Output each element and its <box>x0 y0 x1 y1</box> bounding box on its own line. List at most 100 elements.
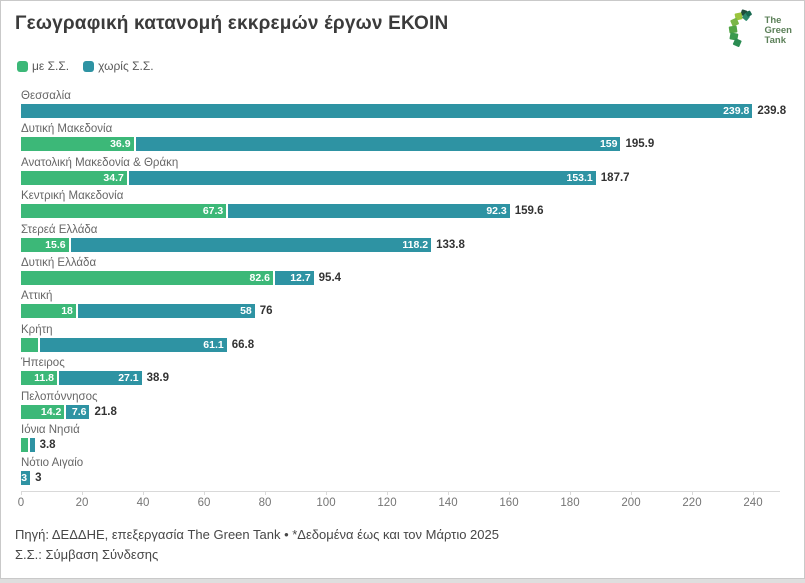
axis-tick-label: 0 <box>17 496 25 509</box>
axis-tick-label: 160 <box>499 496 519 509</box>
total-label: 239.8 <box>757 105 787 117</box>
axis-tick-label: 220 <box>682 496 702 509</box>
bar-segment-me-ss: 11.8 <box>21 371 57 386</box>
total-label: 187.7 <box>600 171 630 184</box>
legend-item-xoris-ss: χωρίς Σ.Σ. <box>83 59 154 73</box>
total-label: 38.9 <box>146 372 170 385</box>
axis-tick-label: 240 <box>743 496 763 509</box>
bar-segment-xoris-ss: 153.1 <box>128 170 596 185</box>
chart-row: Δυτική Μακεδονία 36.9 159 195.9 <box>21 122 804 155</box>
axis-tick <box>692 490 693 495</box>
stacked-bar: 11.8 27.1 38.9 <box>21 371 804 386</box>
category-label: Κρήτη <box>21 323 53 336</box>
bar-segment-me-ss: 82.6 <box>21 270 273 285</box>
axis-tick-label: 180 <box>560 496 580 509</box>
stacked-bar: 67.3 92.3 159.6 <box>21 204 804 219</box>
total-label: 133.8 <box>436 238 465 251</box>
chart-row: Αττική 18 58 76 <box>21 289 804 322</box>
chart-row: Ανατολική Μακεδονία & Θράκη 34.7 153.1 187.… <box>21 156 804 189</box>
category-label: Πελοπόννησος <box>21 390 98 403</box>
legend-label-xoris-ss: χωρίς Σ.Σ. <box>98 59 154 73</box>
green-tank-logo-text: The Green Tank <box>764 14 792 46</box>
axis-tick <box>387 490 388 495</box>
bar-segment-xoris-ss: 7.6 <box>66 404 90 419</box>
stacked-bar: 82.6 12.7 95.4 <box>21 270 804 285</box>
legend-swatch-xoris-ss-icon <box>83 60 95 72</box>
bar-segment-me-ss <box>21 437 28 452</box>
total-label: 159.6 <box>514 205 544 218</box>
axis-tick-label: 80 <box>258 496 272 509</box>
axis-tick-label: 100 <box>316 496 336 509</box>
chart-legend: με Σ.Σ. χωρίς Σ.Σ. <box>17 59 804 73</box>
bar-segment-me-ss <box>21 337 39 352</box>
chart-row: Στερεά Ελλάδα 15.6 118.2 133.8 <box>21 223 804 256</box>
axis-tick <box>631 490 632 495</box>
category-label: Θεσσαλία <box>21 90 71 102</box>
axis-tick <box>21 490 22 495</box>
axis-tick <box>326 490 327 495</box>
axis-tick <box>204 490 205 495</box>
chart-row: Θεσσαλία 239.8 239.8 <box>21 89 804 122</box>
category-label: Αττική <box>21 290 53 303</box>
stacked-bar: 14.2 7.6 21.8 <box>21 404 804 419</box>
chart-row: Ήπειρος 11.8 27.1 38.9 <box>21 356 804 389</box>
total-label: 95.4 <box>318 271 342 284</box>
bar-segment-me-ss: 18 <box>21 304 76 319</box>
axis-tick <box>570 490 571 495</box>
legend-label-me-ss: με Σ.Σ. <box>32 59 70 73</box>
axis-tick <box>753 490 754 495</box>
category-label: Ιόνια Νησιά <box>21 423 80 436</box>
axis-tick-label: 20 <box>75 496 89 509</box>
page-title: Γεωγραφική κατανομή εκκρεμών έργων ΕΚΟΙΝ <box>15 13 449 34</box>
category-label: Νότιο Αιγαίο <box>21 457 84 470</box>
axis-tick-label: 200 <box>621 496 641 509</box>
bar-chart: Θεσσαλία 239.8 239.8 Δυτική Μακεδονία 36.9 15… <box>21 89 804 490</box>
bar-segment-xoris-ss: 159 <box>135 137 621 152</box>
bar-segment-xoris-ss: 239.8 <box>21 104 753 118</box>
chart-row: Κεντρική Μακεδονία 67.3 92.3 159.6 <box>21 189 804 222</box>
total-label: 66.8 <box>231 338 255 351</box>
bar-segment-xoris-ss: 3 <box>21 471 31 486</box>
bar-segment-me-ss: 36.9 <box>21 137 134 152</box>
legend-item-me-ss: με Σ.Σ. <box>17 59 69 73</box>
axis-tick <box>265 490 266 495</box>
category-label: Στερεά Ελλάδα <box>21 223 98 236</box>
axis-tick-label: 60 <box>197 496 211 509</box>
axis-tick-label: 120 <box>377 496 397 509</box>
total-label: 3 <box>35 472 42 485</box>
axis-tick <box>82 490 83 495</box>
stacked-bar: 36.9 159 195.9 <box>21 137 804 152</box>
green-tank-logo: The Green Tank <box>728 9 792 52</box>
category-label: Ήπειρος <box>21 357 65 370</box>
bar-segment-xoris-ss <box>30 437 35 452</box>
chart-row: Δυτική Ελλάδα 82.6 12.7 95.4 <box>21 256 804 289</box>
bar-segment-xoris-ss: 27.1 <box>58 371 142 386</box>
green-tank-logo-icon <box>728 9 762 52</box>
bar-segment-xoris-ss: 61.1 <box>40 337 227 352</box>
legend-swatch-me-ss-icon <box>17 60 28 72</box>
bar-segment-me-ss: 14.2 <box>21 404 65 419</box>
total-label: 21.8 <box>94 405 117 418</box>
axis-tick-label: 140 <box>438 496 458 509</box>
axis-tick-label: 40 <box>136 496 150 509</box>
category-label: Κεντρική Μακεδονία <box>21 190 124 203</box>
category-label: Ανατολική Μακεδονία & Θράκη <box>21 156 179 169</box>
axis-tick <box>509 490 510 495</box>
chart-row: Πελοπόννησος 14.2 7.6 21.8 <box>21 390 804 423</box>
total-label: 195.9 <box>625 138 655 151</box>
chart-row: Νότιο Αιγαίο 3 3 <box>21 456 804 489</box>
stacked-bar: 61.1 66.8 <box>21 337 804 352</box>
bar-segment-me-ss: 67.3 <box>21 204 227 219</box>
bar-segment-xoris-ss: 58 <box>77 304 255 319</box>
bar-segment-xoris-ss: 92.3 <box>228 204 510 219</box>
stacked-bar: 34.7 153.1 187.7 <box>21 170 804 185</box>
stacked-bar: 18 58 76 <box>21 304 804 319</box>
bar-segment-me-ss: 34.7 <box>21 170 127 185</box>
chart-row: Κρήτη 61.1 66.8 <box>21 323 804 356</box>
bar-segment-xoris-ss: 118.2 <box>70 237 432 252</box>
bar-segment-me-ss: 15.6 <box>21 237 69 252</box>
axis-tick <box>448 490 449 495</box>
axis-tick <box>143 490 144 495</box>
